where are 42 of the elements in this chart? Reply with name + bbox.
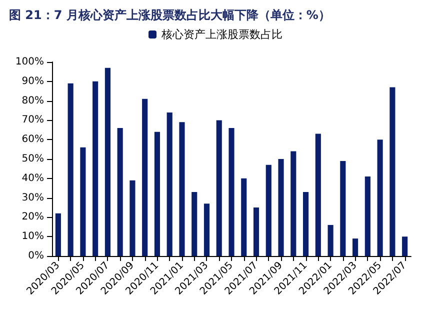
bar	[377, 140, 383, 256]
y-tick-label: 60%	[22, 134, 44, 146]
bar	[253, 208, 260, 256]
bar	[278, 159, 284, 256]
bar	[290, 151, 296, 256]
bar	[154, 132, 160, 256]
bar	[117, 128, 123, 256]
bar	[80, 147, 86, 256]
y-tick-label: 30%	[22, 192, 44, 204]
bar	[68, 83, 74, 256]
bar	[142, 98, 148, 256]
bar	[241, 178, 247, 256]
y-tick-label: 40%	[22, 172, 44, 184]
bar	[92, 81, 98, 256]
bar	[104, 68, 110, 256]
bar	[266, 164, 272, 256]
y-tick-label: 80%	[22, 95, 44, 106]
bar	[130, 180, 136, 256]
bar	[179, 122, 185, 256]
y-tick-label: 20%	[22, 212, 44, 223]
bar	[364, 176, 370, 256]
y-tick-label: 90%	[22, 76, 44, 87]
bar	[204, 204, 210, 256]
bar	[216, 120, 222, 256]
legend-label: 核心资产上涨股票数占比	[160, 28, 282, 41]
y-tick-label: 10%	[22, 231, 44, 242]
bar	[352, 238, 358, 256]
bar	[228, 128, 234, 256]
bar	[390, 87, 396, 256]
y-tick-label: 70%	[22, 114, 44, 126]
bar	[166, 112, 172, 256]
bar	[340, 160, 346, 256]
bar	[315, 134, 321, 256]
y-tick-label: 50%	[22, 154, 44, 164]
bar	[328, 224, 334, 256]
chart-title: 图 21：7 月核心资产上涨股票数占比大幅下降（单位：%）	[9, 8, 330, 22]
y-tick-label: 0%	[28, 250, 44, 262]
bar	[192, 192, 198, 256]
bar	[402, 236, 408, 256]
bar	[55, 213, 61, 256]
bar	[302, 192, 309, 256]
y-tick-label: 100%	[15, 56, 44, 68]
